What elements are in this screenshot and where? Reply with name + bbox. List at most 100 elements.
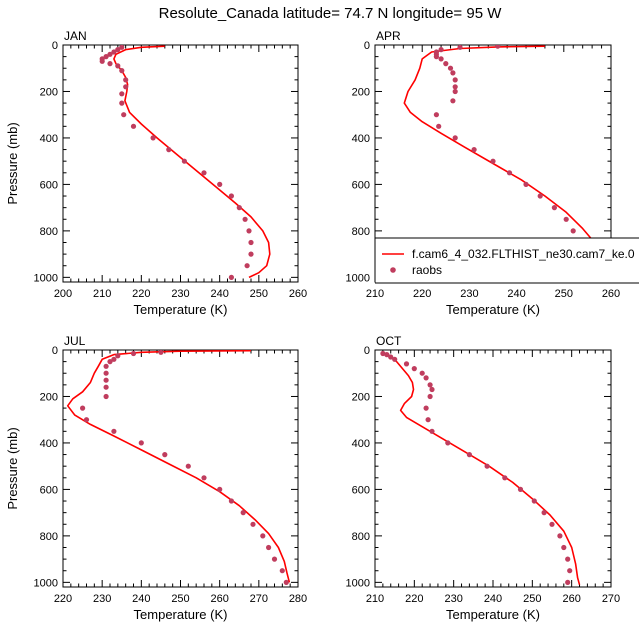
x-tick-label: 250 [250,288,268,300]
x-tick-label: 200 [54,288,72,300]
panel-title: JUL [64,334,86,348]
legend-background [375,238,639,283]
raobs-point [380,350,386,357]
raobs-point [158,350,164,355]
y-tick-label: 1000 [34,272,58,284]
raobs-point [567,568,573,574]
raobs-point [565,556,571,562]
x-tick-label: 240 [507,288,525,300]
raobs-point [260,533,266,539]
raobs-point [250,521,256,527]
legend-raobs-swatch [390,267,396,273]
y-tick-label: 200 [352,391,370,403]
raobs-point [452,135,458,141]
y-tick-label: 800 [352,531,370,543]
raobs-point [217,486,223,492]
y-tick-label: 200 [352,86,370,98]
raobs-point [392,356,398,362]
y-tick-label: 200 [40,86,58,98]
raobs-point [130,350,137,357]
x-tick-label: 230 [444,593,462,605]
x-tick-label: 240 [484,593,502,605]
raobs-point [115,47,121,53]
raobs-point [561,544,567,551]
raobs-point [123,84,129,90]
x-tick-label: 250 [171,593,189,605]
raobs-point [517,486,524,492]
plot-frame [62,349,299,588]
raobs-point [228,193,234,199]
x-axis-label: Temperature (K) [446,607,540,622]
model-profile-line [386,352,581,585]
raobs-point [279,568,285,574]
raobs-point [271,556,278,562]
raobs-point [181,158,187,164]
panel-oct: 210 220 230 240 250 260 270 0 200 400 600 800 1000 OC… [346,334,621,622]
raobs-point [490,158,496,164]
y-tick-label: 0 [52,40,58,52]
raobs-point [103,363,109,369]
x-tick-label: 240 [210,288,228,300]
raobs-point [201,170,207,176]
x-tick-label: 220 [132,288,150,300]
raobs-point [119,91,125,97]
panel-jul: 220 230 240 250 260 270 280 0 200 400 600 800 1000 JU… [5,334,307,622]
x-tick-label: 220 [413,288,431,300]
raobs-point [130,123,137,129]
raobs-point [537,193,543,199]
raobs-point [429,386,435,393]
y-tick-label: 800 [40,531,58,543]
raobs-point [111,428,117,434]
raobs-point [185,463,191,469]
raobs-point [119,45,125,50]
raobs-point [438,56,444,62]
raobs-point [111,49,117,55]
y-tick-label: 1000 [34,577,58,589]
x-axis-label: Temperature (K) [134,607,228,622]
raobs-point [99,58,105,64]
raobs-point [557,533,563,539]
y-tick-label: 600 [352,179,370,191]
raobs-point [438,47,444,53]
raobs-point [452,77,458,83]
raobs-point [103,384,109,390]
raobs-point [266,544,272,551]
x-tick-label: 210 [366,593,384,605]
raobs-point [283,579,289,586]
legend-model-label: f.cam6_4_032.FLTHIST_ne30.cam7_ke.0 [412,247,635,261]
raobs-point [450,70,456,76]
raobs-point [115,63,121,69]
raobs-point [240,509,246,516]
y-tick-label: 1000 [346,577,370,589]
y-axis-label: Pressure (mb) [5,427,20,509]
raobs-point [107,359,113,365]
y-tick-label: 0 [52,345,58,357]
raobs-point [103,370,109,376]
raobs-point [103,377,109,383]
y-tick-label: 0 [364,345,370,357]
raobs-point [457,45,463,50]
raobs-point [466,452,472,458]
panel-title: APR [376,29,401,43]
y-axis-label: Pressure (mb) [5,122,20,204]
raobs-point [115,353,121,359]
raobs-point [450,98,456,104]
raobs-point [563,216,569,222]
raobs-point [433,54,439,60]
raobs-point [119,100,125,106]
raobs-point [452,88,458,95]
raobs-point [570,228,576,234]
x-tick-label: 230 [171,288,189,300]
y-tick-label: 800 [40,226,58,238]
x-tick-label: 220 [405,593,423,605]
raobs-point [429,428,435,434]
x-tick-label: 250 [555,288,573,300]
plot-data [99,45,271,280]
raobs-point [423,405,429,411]
raobs-point [549,521,555,527]
raobs-point [506,170,513,176]
raobs-point [246,228,252,234]
raobs-point [523,181,529,187]
plot-data [380,350,581,586]
